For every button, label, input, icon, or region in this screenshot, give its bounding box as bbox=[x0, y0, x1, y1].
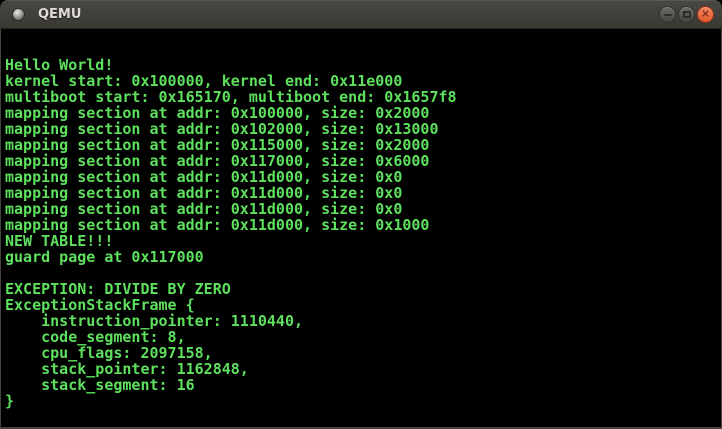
window-title: QEMU bbox=[38, 7, 82, 22]
window-controls: ✕ bbox=[659, 6, 714, 23]
console-output: Hello World! kernel start: 0x100000, ker… bbox=[5, 56, 457, 410]
minimize-icon bbox=[663, 13, 672, 16]
titlebar[interactable]: QEMU ✕ bbox=[0, 0, 722, 29]
close-button[interactable]: ✕ bbox=[697, 6, 714, 23]
minimize-button[interactable] bbox=[659, 6, 676, 23]
qemu-app-icon bbox=[13, 9, 24, 20]
vga-console[interactable]: Hello World! kernel start: 0x100000, ker… bbox=[0, 29, 722, 429]
close-icon: ✕ bbox=[700, 7, 711, 21]
maximize-icon bbox=[682, 11, 691, 18]
maximize-button[interactable] bbox=[678, 6, 695, 23]
